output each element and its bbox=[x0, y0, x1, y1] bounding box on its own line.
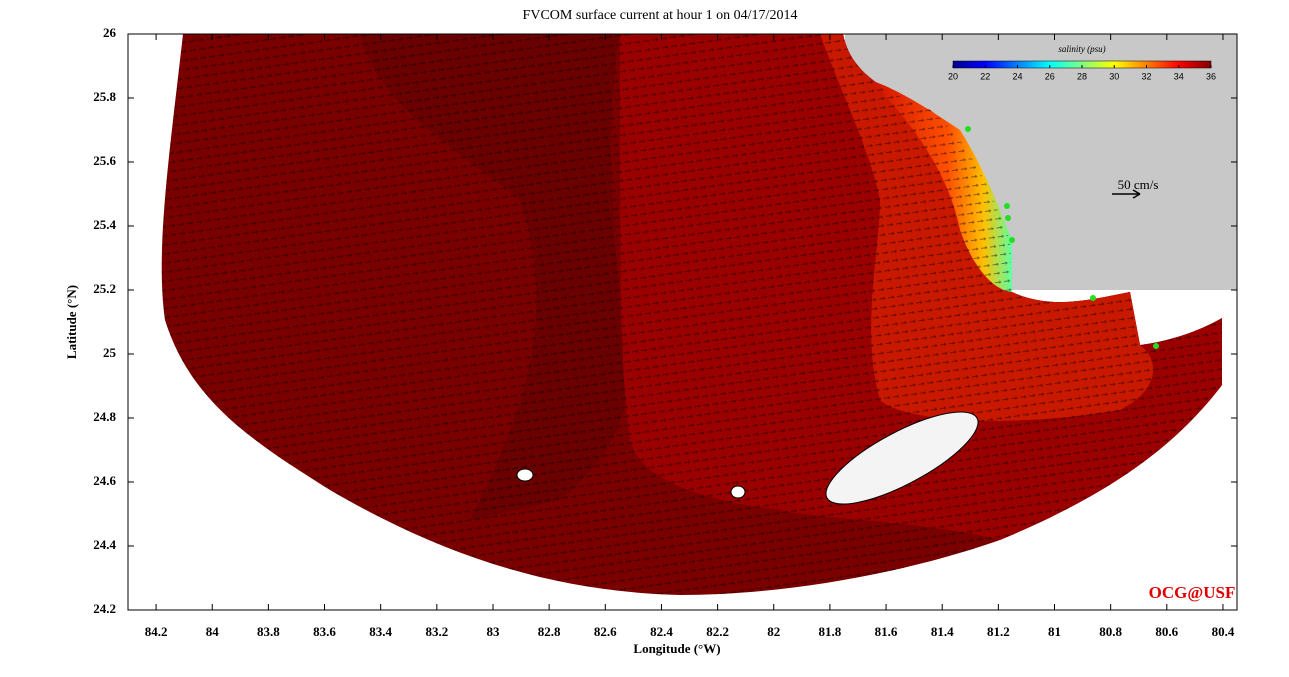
colorbar-tick-label: 20 bbox=[948, 71, 958, 81]
colorbar-tick-label: 34 bbox=[1174, 71, 1184, 81]
x-tick-label: 80.6 bbox=[1155, 624, 1178, 639]
y-tick-label: 25.2 bbox=[93, 281, 116, 296]
y-tick-label: 24.2 bbox=[93, 601, 116, 616]
current-vectors bbox=[161, 34, 1223, 595]
island bbox=[516, 468, 534, 482]
y-axis-label: Latitude (°N) bbox=[64, 285, 79, 359]
colorbar-tick-label: 24 bbox=[1012, 71, 1022, 81]
y-tick-label: 25 bbox=[103, 345, 117, 360]
colorbar-tick-label: 26 bbox=[1045, 71, 1055, 81]
x-tick-label: 83.8 bbox=[257, 624, 280, 639]
x-tick-label: 82.4 bbox=[650, 624, 673, 639]
y-tick-label: 24.6 bbox=[93, 473, 116, 488]
colorbar-tick-label: 22 bbox=[980, 71, 990, 81]
colorbar-tick-label: 28 bbox=[1077, 71, 1087, 81]
x-tick-label: 80.4 bbox=[1212, 624, 1235, 639]
x-tick-label: 81 bbox=[1048, 624, 1061, 639]
x-tick-label: 82.8 bbox=[538, 624, 561, 639]
y-tick-label: 24.8 bbox=[93, 409, 116, 424]
x-tick-label: 81.2 bbox=[987, 624, 1010, 639]
chart-title: FVCOM surface current at hour 1 on 04/17… bbox=[523, 8, 798, 23]
credit: OCG@USF bbox=[1149, 583, 1236, 602]
x-tick-label: 84 bbox=[206, 624, 220, 639]
plot-frame bbox=[127, 33, 1238, 611]
x-tick-label: 84.2 bbox=[145, 624, 168, 639]
y-tick-label: 26 bbox=[103, 25, 117, 40]
x-tick-label: 81.8 bbox=[819, 624, 842, 639]
island bbox=[825, 411, 979, 505]
x-axis-label: Longitude (°W) bbox=[633, 641, 720, 656]
y-tick-label: 25.4 bbox=[93, 217, 116, 232]
x-tick-label: 83.4 bbox=[369, 624, 392, 639]
scale-arrow bbox=[1112, 189, 1141, 199]
x-tick-label: 80.8 bbox=[1099, 624, 1122, 639]
y-tick-label: 25.8 bbox=[93, 89, 116, 104]
island bbox=[730, 485, 746, 499]
x-tick-label: 83.2 bbox=[425, 624, 448, 639]
colorbar-tick-label: 36 bbox=[1206, 71, 1216, 81]
stations bbox=[965, 126, 1159, 349]
x-tick-label: 82.2 bbox=[706, 624, 729, 639]
x-tick-label: 83.6 bbox=[313, 624, 336, 639]
x-tick-label: 82 bbox=[767, 624, 780, 639]
x-tick-label: 82.6 bbox=[594, 624, 617, 639]
colorbar-tick-label: 32 bbox=[1141, 71, 1151, 81]
y-tick-label: 24.4 bbox=[93, 537, 116, 552]
colorbar-tick-label: 30 bbox=[1109, 71, 1119, 81]
x-tick-label: 81.6 bbox=[875, 624, 898, 639]
x-tick-label: 83 bbox=[486, 624, 500, 639]
x-tick-label: 81.4 bbox=[931, 624, 954, 639]
y-tick-label: 25.6 bbox=[93, 153, 116, 168]
colorbar-label: salinity (psu) bbox=[1058, 44, 1105, 54]
map-field bbox=[161, 34, 1237, 595]
scale-label: 50 cm/s bbox=[1118, 177, 1159, 192]
